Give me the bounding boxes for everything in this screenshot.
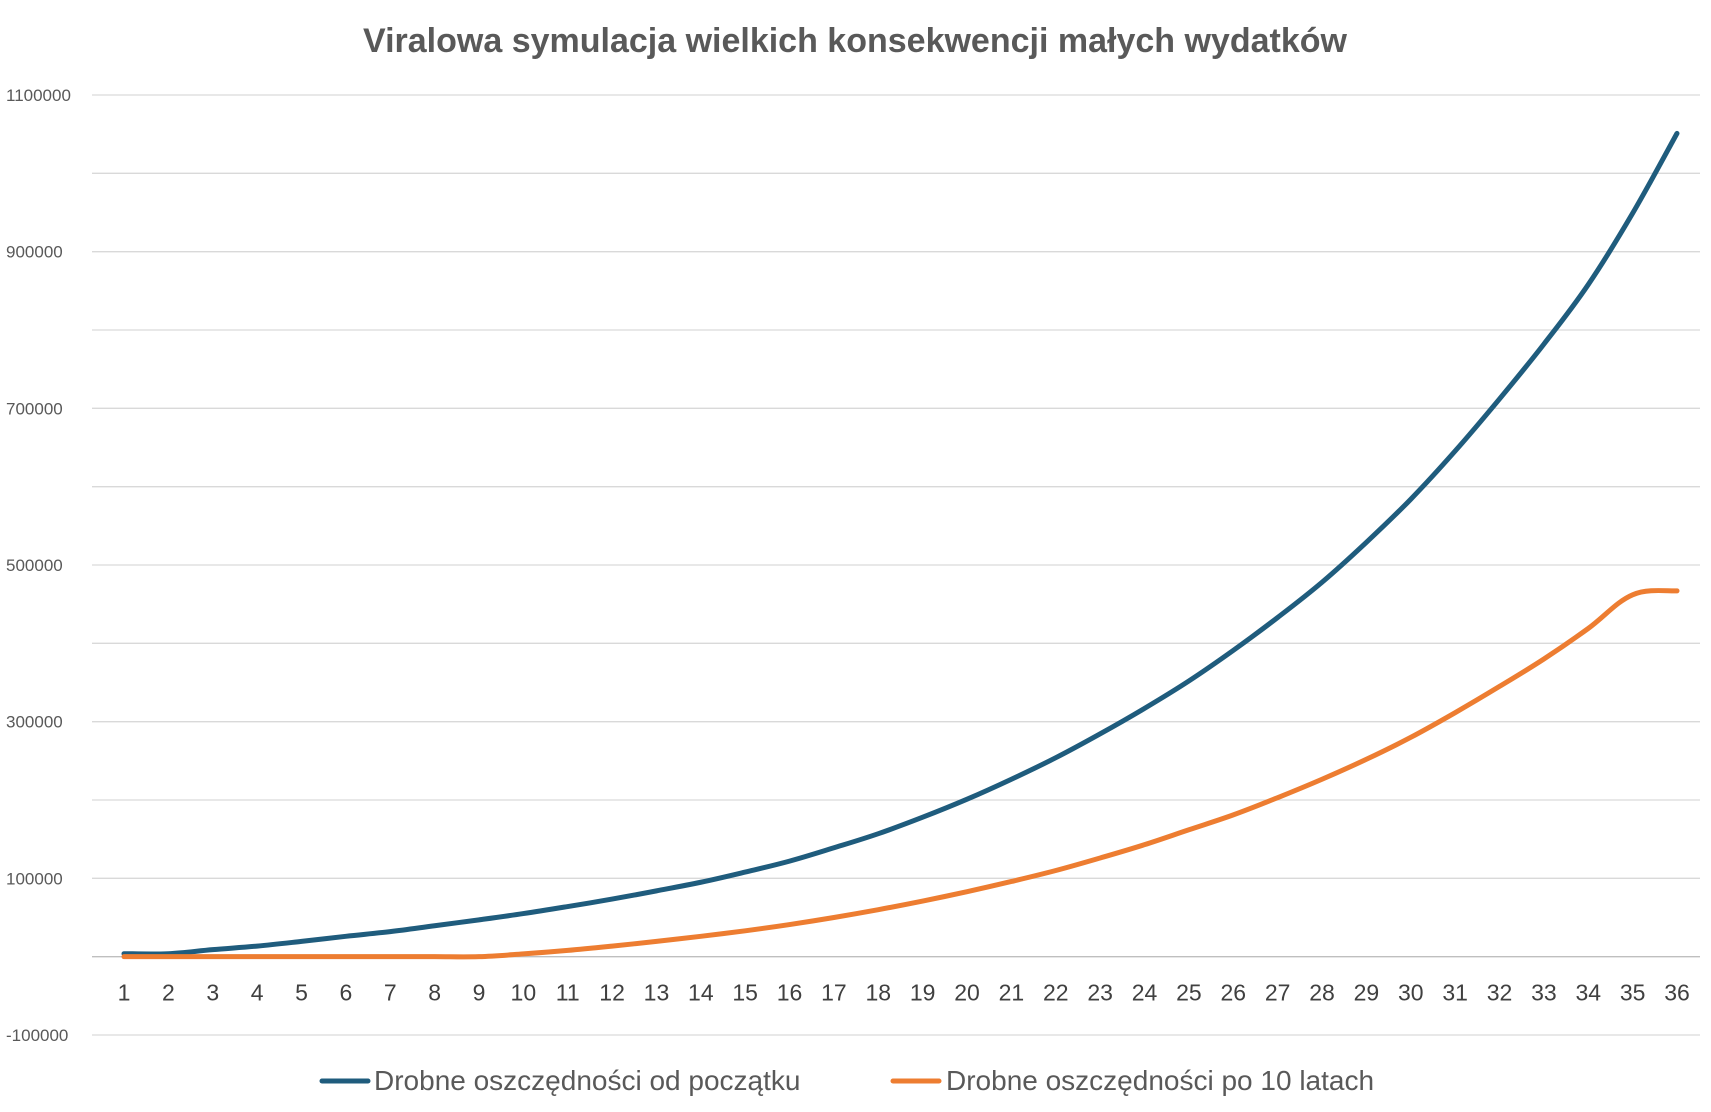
y-tick-label: 100000 — [6, 869, 63, 888]
x-tick-label: 23 — [1087, 980, 1113, 1006]
x-tick-label: 28 — [1309, 980, 1335, 1006]
y-axis-tick-labels: 1100000 900000 700000 500000 300000 100000 -10… — [6, 86, 71, 1045]
series-lines — [121, 130, 1680, 960]
x-tick-label: 2 — [162, 980, 175, 1006]
x-tick-label: 17 — [821, 980, 847, 1006]
gridlines — [92, 94, 1700, 1036]
legend: Drobne oszczędności od początku Drobne os… — [319, 1065, 1374, 1096]
x-tick-label: 33 — [1531, 980, 1557, 1006]
x-tick-label: 10 — [511, 980, 537, 1006]
x-tick-label: 16 — [777, 980, 803, 1006]
series-line-1 — [121, 130, 1680, 957]
x-tick-label: 14 — [688, 980, 714, 1006]
x-tick-label: 12 — [599, 980, 625, 1006]
x-tick-label: 4 — [251, 980, 264, 1006]
x-tick-label: 19 — [910, 980, 936, 1006]
x-tick-label: 11 — [556, 980, 580, 1006]
x-tick-label: 29 — [1354, 980, 1380, 1006]
x-tick-label: 13 — [644, 980, 670, 1006]
x-tick-label: 6 — [339, 980, 352, 1006]
y-tick-label: 900000 — [6, 243, 63, 262]
y-tick-label: 500000 — [6, 556, 63, 575]
x-tick-label: 35 — [1620, 980, 1646, 1006]
chart-title: Viralowa symulacja wielkich konsekwencji… — [363, 22, 1347, 60]
x-tick-label: 30 — [1398, 980, 1424, 1006]
y-tick-label: -100000 — [6, 1026, 68, 1045]
x-tick-label: 24 — [1132, 980, 1158, 1006]
x-tick-label: 8 — [428, 980, 441, 1006]
x-tick-label: 25 — [1176, 980, 1202, 1006]
legend-label: Drobne oszczędności od początku — [374, 1065, 800, 1096]
x-tick-label: 21 — [999, 980, 1025, 1006]
series-line-2 — [121, 588, 1680, 960]
x-tick-label: 15 — [732, 980, 758, 1006]
x-tick-label: 5 — [295, 980, 308, 1006]
x-tick-label: 22 — [1043, 980, 1069, 1006]
x-tick-label: 1 — [118, 980, 131, 1006]
x-tick-label: 18 — [866, 980, 892, 1006]
x-tick-label: 3 — [206, 980, 219, 1006]
x-tick-label: 27 — [1265, 980, 1291, 1006]
x-axis-tick-labels: 1 2 3 4 5 6 7 8 9 10 11 12 13 14 15 16 17 18 19 20 21 22 23 24 2… — [118, 980, 1690, 1006]
x-tick-label: 20 — [954, 980, 980, 1006]
x-tick-label: 7 — [384, 980, 397, 1006]
x-tick-label: 34 — [1575, 980, 1601, 1006]
x-tick-label: 9 — [473, 980, 486, 1006]
legend-label: Drobne oszczędności po 10 latach — [946, 1065, 1374, 1096]
x-tick-label: 31 — [1442, 980, 1468, 1006]
y-tick-label: 1100000 — [6, 86, 71, 105]
x-tick-label: 26 — [1220, 980, 1246, 1006]
x-tick-label: 32 — [1487, 980, 1513, 1006]
y-tick-label: 700000 — [6, 399, 63, 418]
x-tick-label: 36 — [1664, 980, 1690, 1006]
y-tick-label: 300000 — [6, 713, 63, 732]
